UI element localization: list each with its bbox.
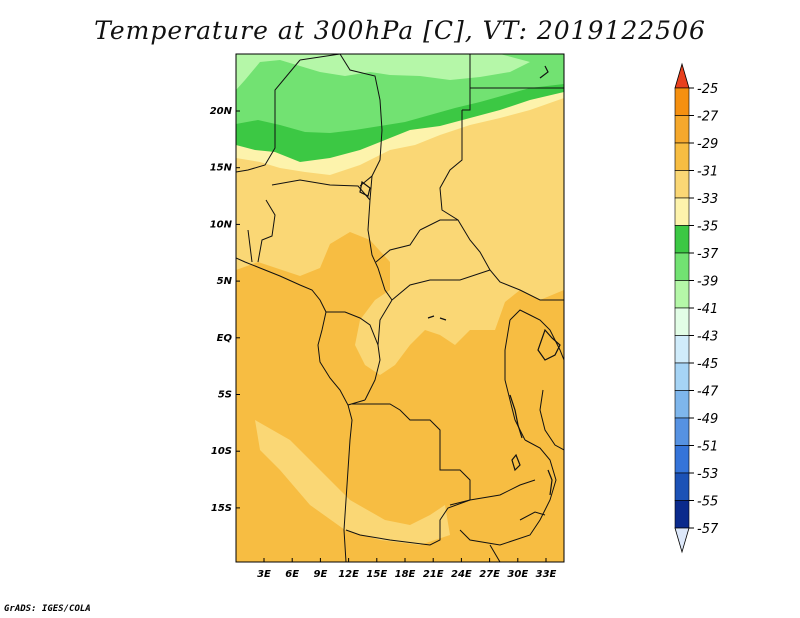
grads-credit: GrADS: IGES/COLA [4,604,91,614]
lon-tick-label: 27E [479,569,500,580]
colorbar-swatch [674,500,690,529]
colorbar-label: -33 [697,192,718,207]
colorbar-swatch [674,445,690,474]
longitude-axis: 3E 6E 9E 12E 15E 18E 21E 24E 27E 30E 33E [257,558,557,580]
colorbar-swatch [674,390,690,419]
lon-tick-label: 9E [314,569,328,580]
colorbar-swatch [674,87,690,116]
lon-tick-label: 33E [536,569,557,580]
colorbar-label: -31 [697,165,718,180]
colorbar-label: -27 [697,110,719,125]
colorbar-label: -43 [697,330,718,345]
colorbar-swatch [674,307,690,336]
lat-tick-label: 15N [210,163,233,174]
colorbar-label: -37 [697,247,719,262]
colorbar-swatch [674,197,690,226]
colorbar-swatch [674,170,690,199]
colorbar-label: -55 [697,495,718,510]
colorbar-label: -25 [697,82,718,97]
colorbar-swatch [674,252,690,281]
lat-tick-label: 5S [218,390,232,401]
colorbar-label: -57 [697,522,719,537]
country-borders [236,54,564,562]
lat-tick-label: 10N [210,219,233,230]
lon-tick-label: 21E [423,569,444,580]
colorbar-label: -39 [697,275,718,290]
colorbar-label: -29 [697,137,718,152]
map-title: Temperature at 300hPa [C], VT: 201912250… [94,16,706,45]
colorbar-swatch [674,142,690,171]
lon-tick-label: 30E [507,569,528,580]
colorbar-swatch [674,335,690,364]
colorbar-label: -45 [697,357,718,372]
lon-tick-label: 3E [257,569,271,580]
colorbar-swatch [674,472,690,501]
colorbar-label: -53 [697,467,718,482]
lon-tick-label: 18E [395,569,416,580]
latitude-axis: 20N 15N 10N 5N EQ 5S 10S 15S [210,106,240,514]
colorbar-swatch [674,115,690,144]
lat-tick-label: 20N [210,106,233,117]
colorbar-label: -41 [697,302,718,317]
colorbar-label: -51 [697,440,718,455]
colorbar-swatch [674,280,690,309]
lat-tick-label: EQ [217,333,233,344]
colorbar-top-arrow [674,62,690,89]
colorbar-swatch [674,225,690,254]
colorbar: -25 -27 -29 -31 -33 -35 -37 -39 -41 -43 -45 -47 -49 -… [674,62,719,554]
lat-tick-label: 15S [211,503,232,514]
map-frame [235,53,565,563]
lat-tick-label: 10S [211,446,232,457]
colorbar-label: -49 [697,412,718,427]
lon-tick-label: 24E [451,569,472,580]
lon-tick-label: 12E [338,569,359,580]
lakes [359,65,561,496]
colorbar-swatch [674,417,690,446]
lat-tick-label: 5N [217,276,233,287]
lon-tick-label: 6E [285,569,299,580]
colorbar-swatch [674,362,690,391]
temperature-field [236,54,564,562]
colorbar-bottom-arrow [674,527,690,554]
lon-tick-label: 15E [366,569,387,580]
colorbar-label: -47 [697,385,719,400]
colorbar-label: -35 [697,220,718,235]
